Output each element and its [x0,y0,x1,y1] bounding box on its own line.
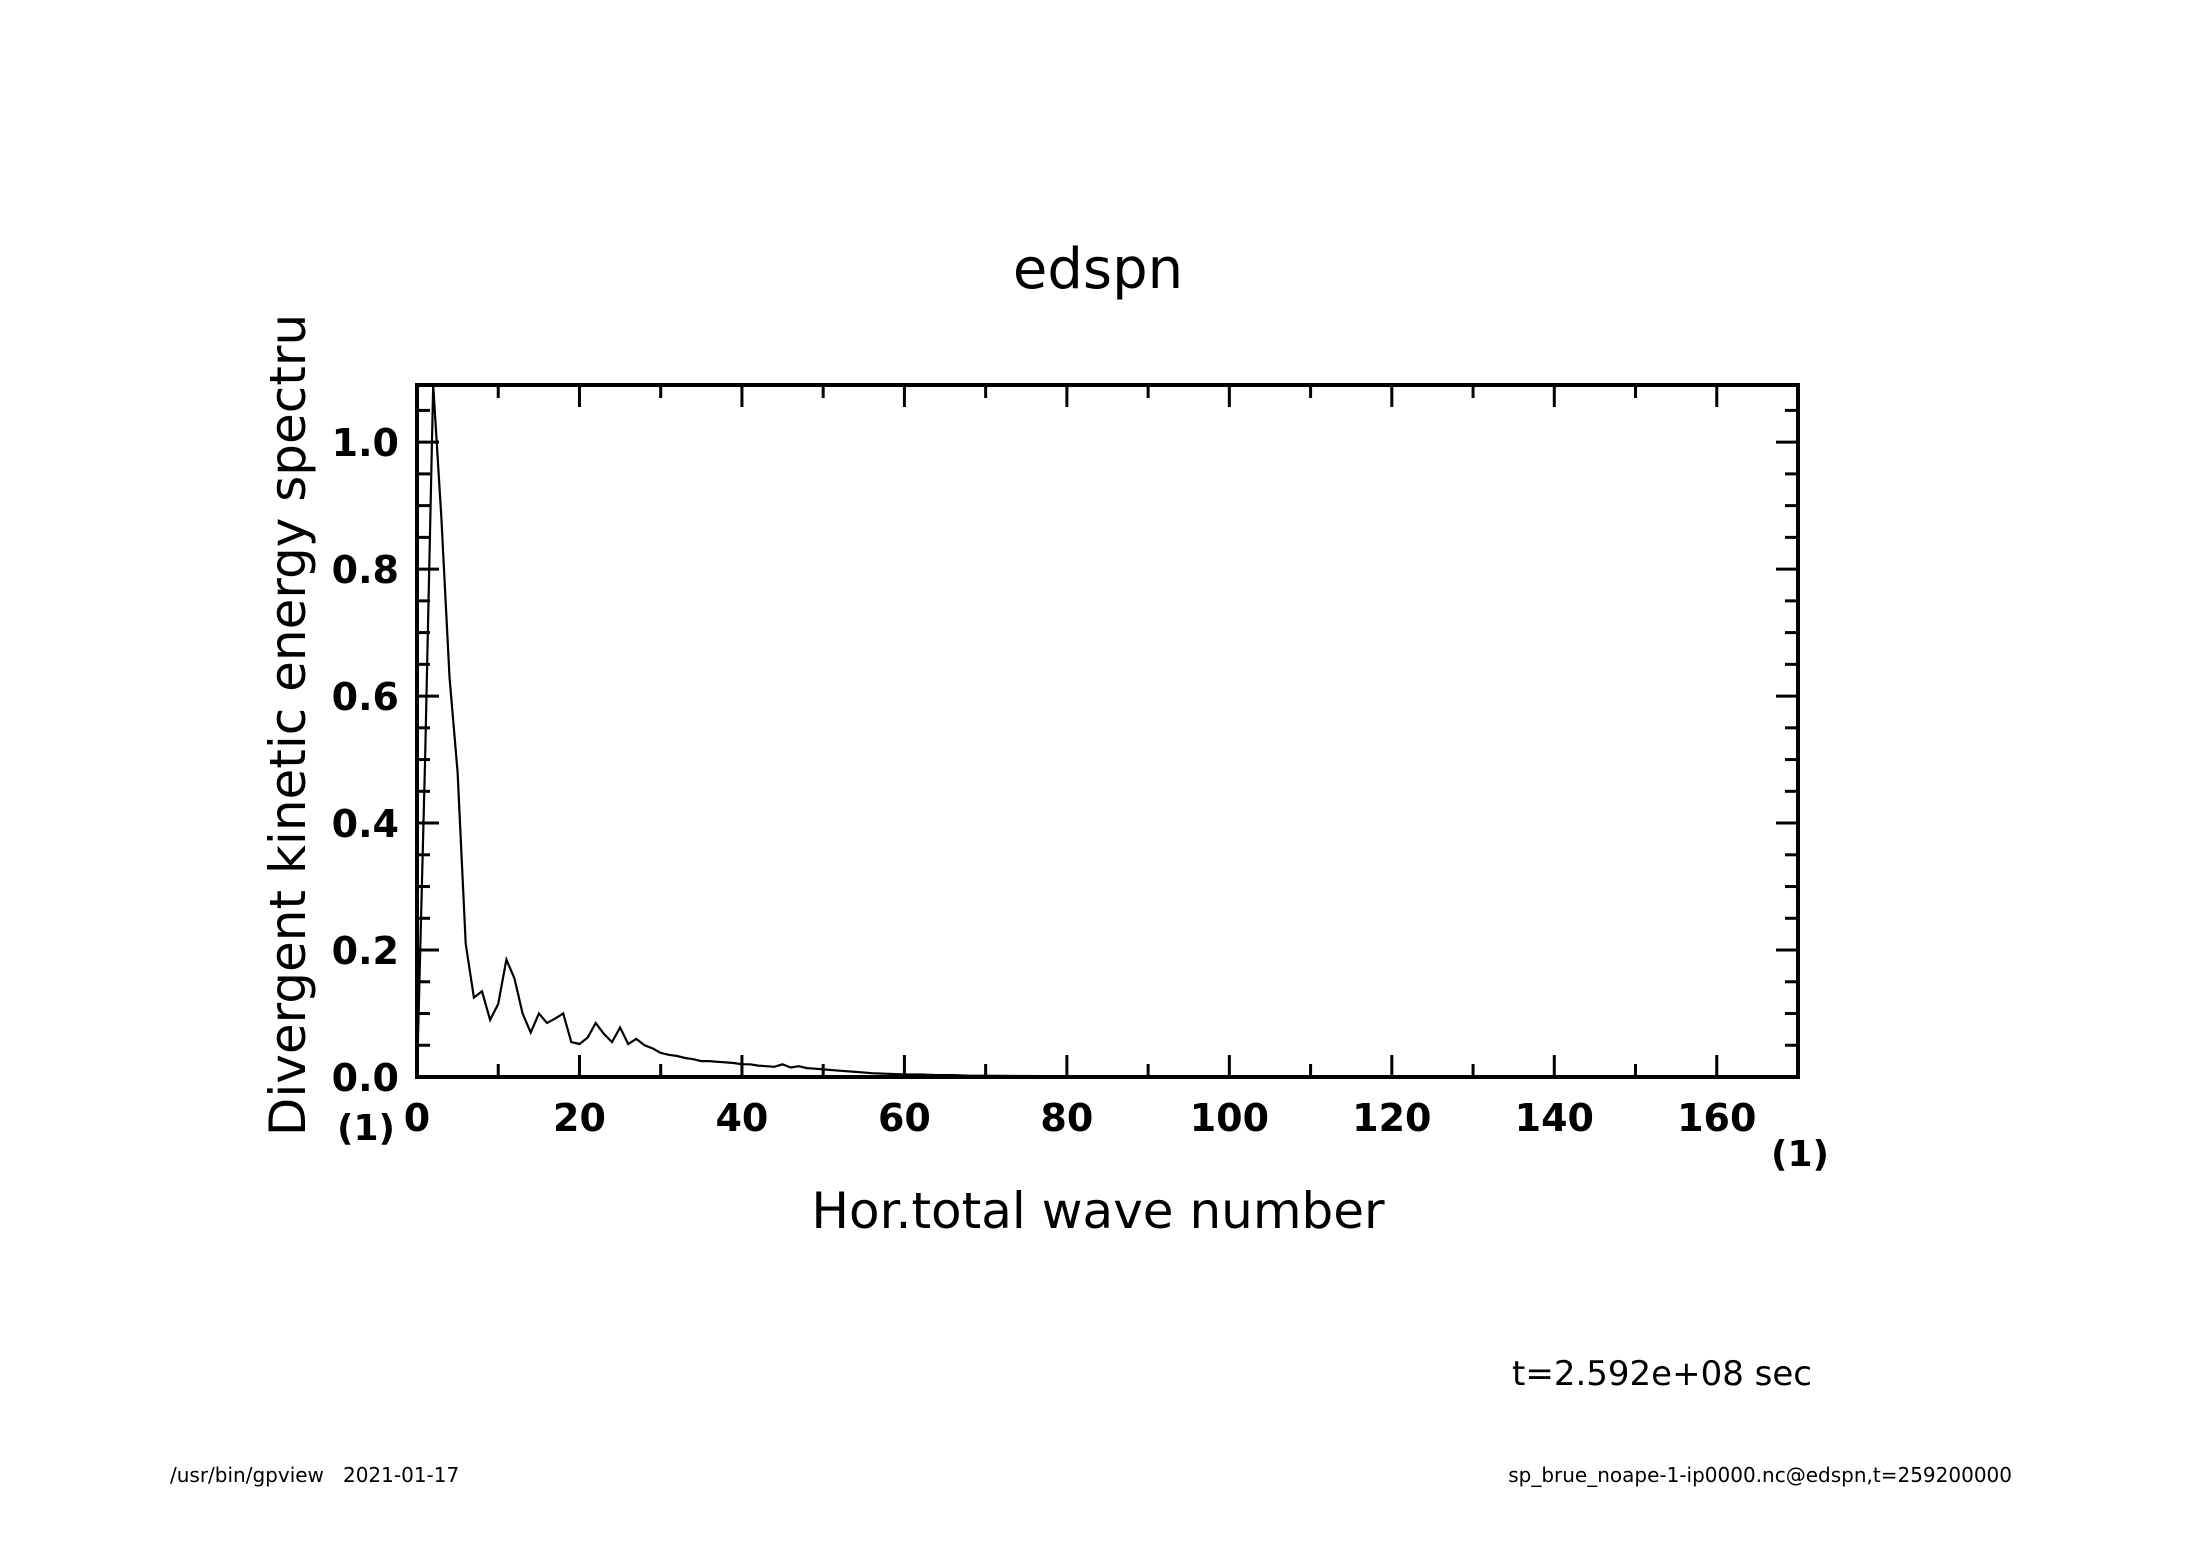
x-tick-label: 160 [1677,1096,1756,1140]
x-tick-label: 140 [1515,1096,1594,1140]
y-unit-label: (1) [337,1108,395,1149]
y-tick-label: 0.0 [332,1056,399,1100]
chart-title: edspn [1013,237,1183,302]
x-tick-label: 100 [1190,1096,1269,1140]
x-tick-label: 0 [404,1096,430,1140]
x-tick-label: 60 [878,1096,931,1140]
time-annotation: t=2.592e+08 sec [1512,1354,1812,1394]
x-tick-label: 120 [1352,1096,1431,1140]
y-axis-label: Divergent kinetic energy spectru [259,314,317,1136]
footer-left: /usr/bin/gpview 2021-01-17 [170,1463,459,1487]
footer-right: sp_brue_noape-1-ip0000.nc@edspn,t=259200… [1508,1463,2012,1487]
axis-ticks [415,385,1800,1079]
y-tick-label: 0.4 [332,802,399,846]
y-tick-label: 0.6 [332,675,399,719]
y-tick-label: 0.2 [332,929,399,973]
series-line [415,384,1799,1079]
x-tick-labels: 0 20 40 60 80 100 120 140 160 [404,1096,1757,1140]
plot-frame [415,383,1800,1079]
y-tick-label: 1.0 [332,421,399,465]
x-tick-label: 80 [1040,1096,1093,1140]
y-tick-labels: 0.0 0.2 0.4 0.6 0.8 1.0 [332,421,399,1100]
x-unit-label: (1) [1771,1134,1829,1175]
y-tick-label: 0.8 [332,548,399,592]
x-tick-label: 20 [553,1096,606,1140]
x-axis-label: Hor.total wave number [811,1182,1385,1240]
x-tick-label: 40 [715,1096,768,1140]
